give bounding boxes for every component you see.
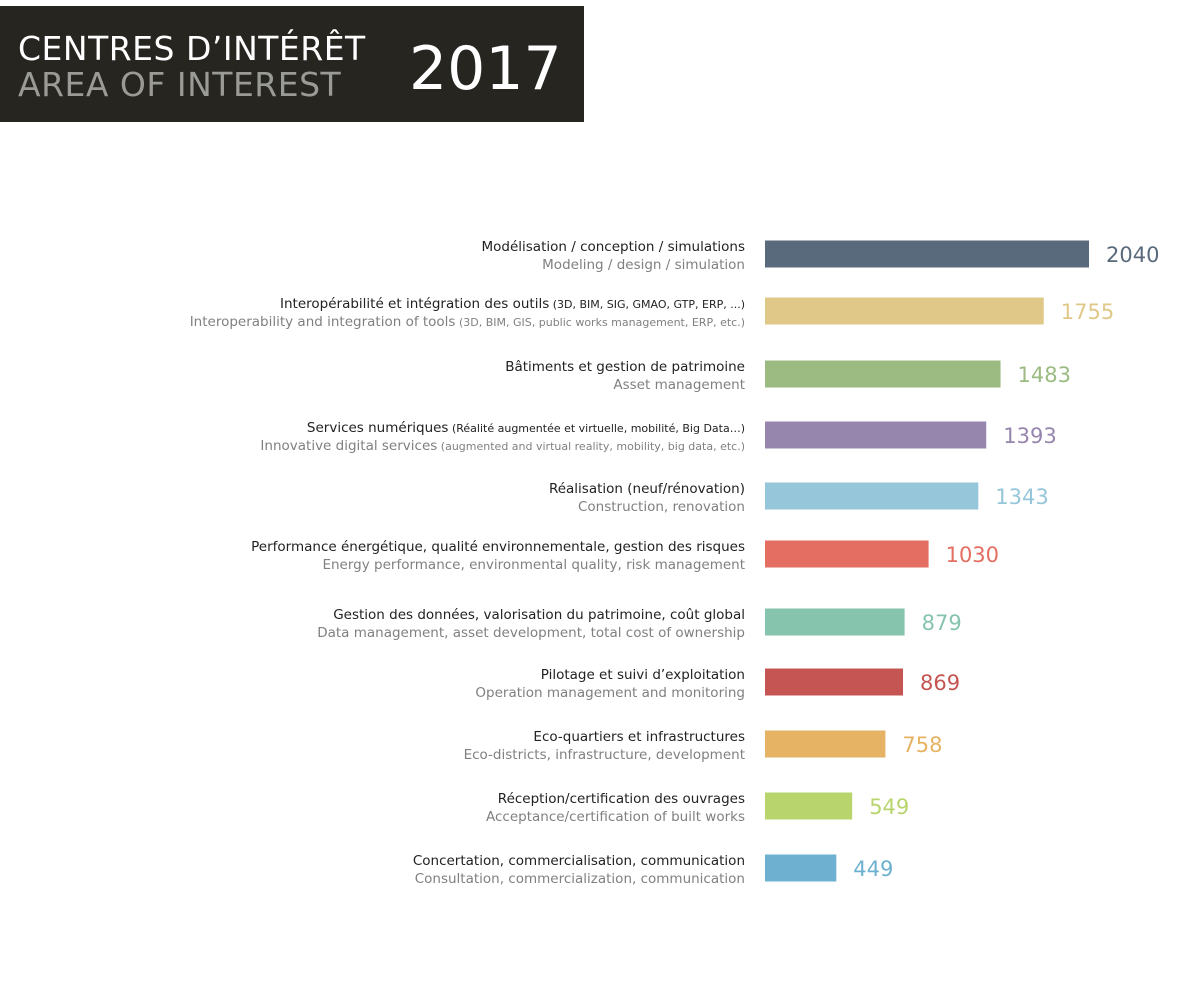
bar xyxy=(765,540,929,568)
bar-value-label: 869 xyxy=(920,671,960,695)
bar xyxy=(765,730,886,758)
bar-row: 1483 Bâtiments et gestion de patrimoine As… xyxy=(505,359,1071,393)
bar xyxy=(765,482,979,510)
category-label-fr: Gestion des données, valorisation du pat… xyxy=(333,607,745,623)
bar xyxy=(765,240,1089,268)
category-label-en: Energy performance, environmental qualit… xyxy=(322,557,745,573)
bar xyxy=(765,668,904,696)
bar-value-label: 1393 xyxy=(1003,424,1056,448)
bar-value-label: 2040 xyxy=(1106,243,1159,267)
category-label-fr: Modélisation / conception / simulations xyxy=(481,239,745,255)
category-label-en: Construction, renovation xyxy=(578,499,745,515)
category-label-en: Data management, asset development, tota… xyxy=(317,625,745,641)
category-label-fr: Pilotage et suivi d’exploitation xyxy=(541,667,745,683)
category-label-en: Eco-districts, infrastructure, developme… xyxy=(464,747,745,763)
bar xyxy=(765,608,905,636)
category-label-fr: Réception/certification des ouvrages xyxy=(498,791,745,807)
bar-value-label: 758 xyxy=(902,733,942,757)
bar-row: 879 Gestion des données, valorisation du … xyxy=(317,607,961,641)
category-label-fr: Concertation, commercialisation, communi… xyxy=(413,853,745,869)
bar xyxy=(765,297,1044,325)
bar-value-label: 1343 xyxy=(995,485,1048,509)
bar-value-label: 549 xyxy=(869,795,909,819)
bar-value-label: 1483 xyxy=(1018,363,1071,387)
category-label-en: Interoperability and integration of tool… xyxy=(190,314,745,330)
bar xyxy=(765,792,853,820)
header-banner: CENTRES D’INTÉRÊT AREA OF INTEREST 2017 xyxy=(0,6,584,122)
bar-row: 1030 Performance énergétique, qualité env… xyxy=(251,539,999,573)
title-english: AREA OF INTEREST xyxy=(18,65,342,104)
category-label-en: Consultation, commercialization, communi… xyxy=(415,871,745,887)
category-label-fr: Réalisation (neuf/rénovation) xyxy=(549,481,745,497)
bar-row: 449 Concertation, commercialisation, comm… xyxy=(413,853,894,887)
category-label-fr: Eco-quartiers et infrastructures xyxy=(533,729,745,745)
category-label-fr: Services numériques (Réalité augmentée e… xyxy=(307,420,745,436)
bar-row: 1755 Interopérabilité et intégration des … xyxy=(190,296,1115,330)
category-label-en: Asset management xyxy=(613,377,745,393)
category-label-fr: Performance énergétique, qualité environ… xyxy=(251,539,745,555)
bar xyxy=(765,854,837,882)
year-label: 2017 xyxy=(409,34,562,104)
bar-row: 869 Pilotage et suivi d’exploitation Opera… xyxy=(475,667,960,701)
bar-row: 758 Eco-quartiers et infrastructures Eco-d… xyxy=(464,729,943,763)
category-label-en: Operation management and monitoring xyxy=(475,685,745,701)
category-label-fr: Bâtiments et gestion de patrimoine xyxy=(505,359,745,375)
bar-value-label: 449 xyxy=(853,857,893,881)
bar-value-label: 1755 xyxy=(1061,300,1114,324)
bar-value-label: 1030 xyxy=(946,543,999,567)
title-french: CENTRES D’INTÉRÊT xyxy=(18,29,366,68)
category-label-en: Modeling / design / simulation xyxy=(542,257,745,273)
bar-row: 1393 Services numériques (Réalité augment… xyxy=(260,420,1056,454)
bar-row: 1343 Réalisation (neuf/rénovation) Constru… xyxy=(549,481,1049,515)
bar-row: 549 Réception/certification des ouvrages A… xyxy=(486,791,909,825)
category-label-en: Innovative digital services (augmented a… xyxy=(260,438,745,454)
category-label-fr: Interopérabilité et intégration des outi… xyxy=(280,296,745,312)
bar-row: 2040 Modélisation / conception / simulati… xyxy=(481,239,1159,273)
category-label-en: Acceptance/certification of built works xyxy=(486,809,745,825)
bar-value-label: 879 xyxy=(922,611,962,635)
bar xyxy=(765,421,987,449)
bar xyxy=(765,360,1001,388)
